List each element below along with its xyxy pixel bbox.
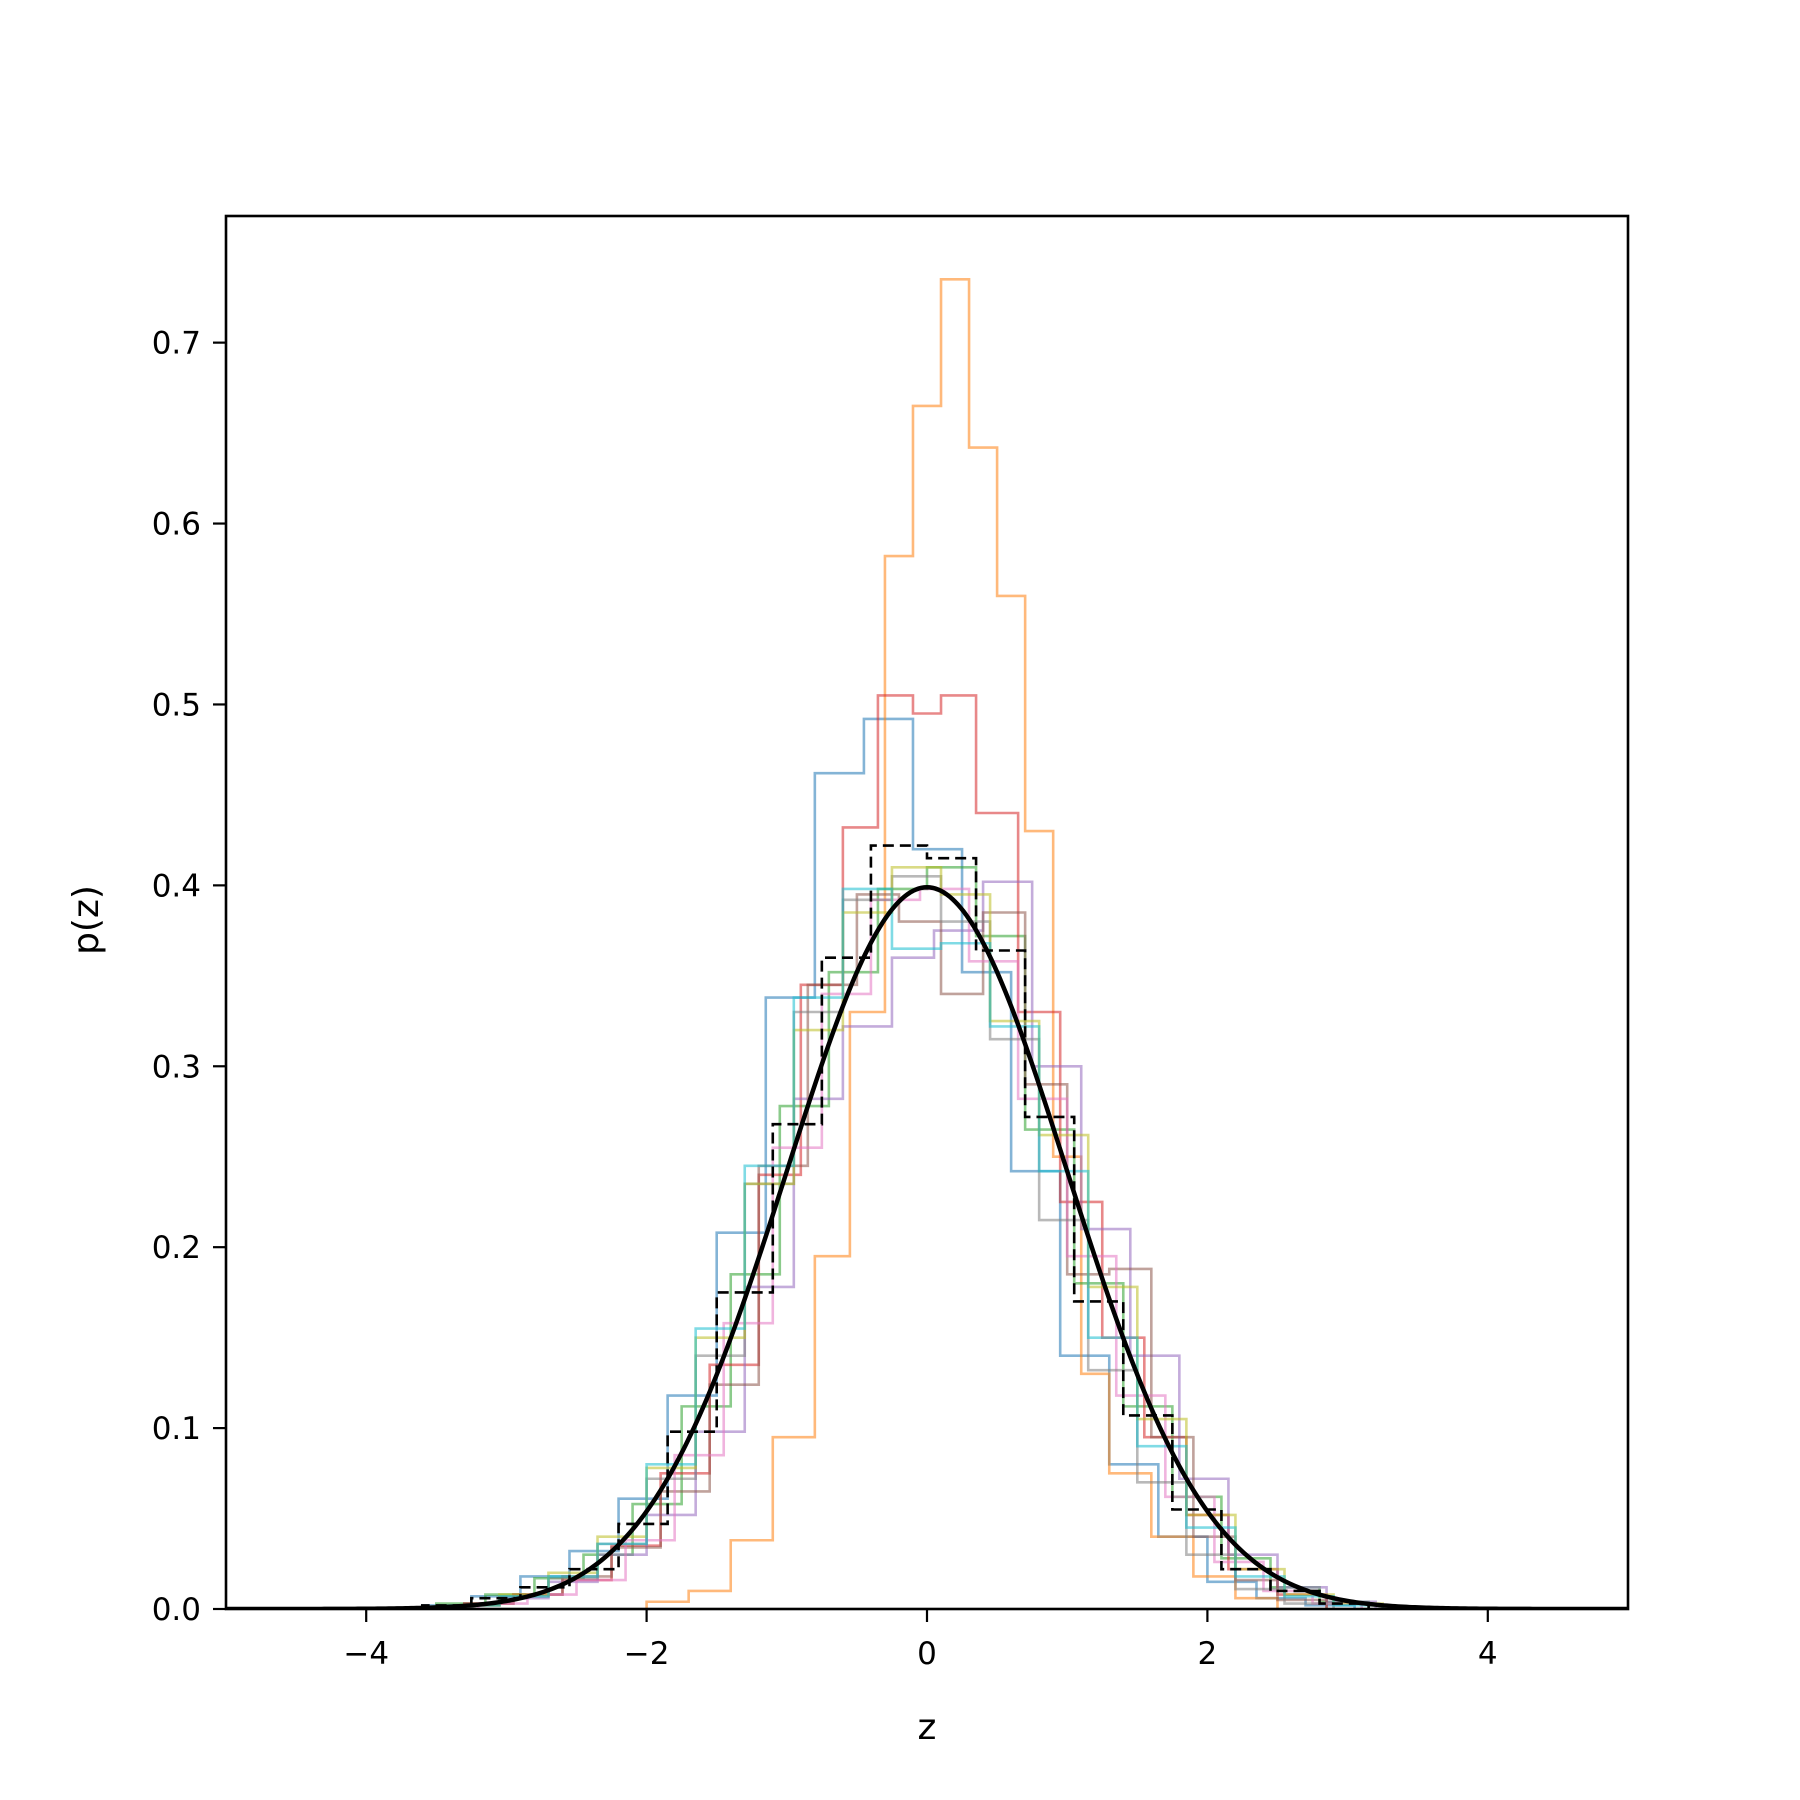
y-tick-label: 0.4	[152, 868, 201, 904]
y-tick-label: 0.5	[152, 687, 201, 723]
x-axis-label: z	[918, 1707, 937, 1748]
histogram-series-6	[463, 893, 1328, 1609]
y-tick-label: 0.1	[152, 1411, 201, 1447]
y-tick-label: 0.3	[152, 1049, 201, 1085]
histogram-series-7	[477, 887, 1363, 1609]
normal-pdf-curve	[226, 885, 1628, 1609]
y-axis-label: p(z)	[66, 885, 107, 955]
histogram-series-10	[449, 887, 1384, 1609]
histogram-series-5	[449, 880, 1377, 1609]
y-tick-label: 0.2	[152, 1230, 201, 1266]
series-layer	[420, 278, 1384, 1609]
histogram-series-4	[463, 694, 1328, 1609]
reference-histogram-dashed	[420, 844, 1370, 1609]
plot-frame	[224, 214, 1630, 1611]
y-tick-label: 0.0	[152, 1592, 201, 1628]
y-tick-label: 0.6	[152, 507, 201, 543]
axes-layer: −4 −2 0 2 4 0.0 0.1 0.2 0.3 0.4 0.5 0.6 0.7	[152, 214, 1630, 1672]
x-tick-label: 0	[917, 1636, 937, 1672]
reference-layer	[226, 844, 1628, 1609]
x-tick-label: 4	[1478, 1636, 1498, 1672]
x-tick-label: 2	[1198, 1636, 1218, 1672]
histogram-series-9	[449, 865, 1384, 1609]
histogram-series-2	[645, 278, 1279, 1609]
histogram-series-1	[420, 717, 1356, 1609]
x-tick-label: −4	[343, 1636, 389, 1672]
x-tick-label: −2	[624, 1636, 670, 1672]
y-tick-label: 0.7	[152, 326, 201, 362]
